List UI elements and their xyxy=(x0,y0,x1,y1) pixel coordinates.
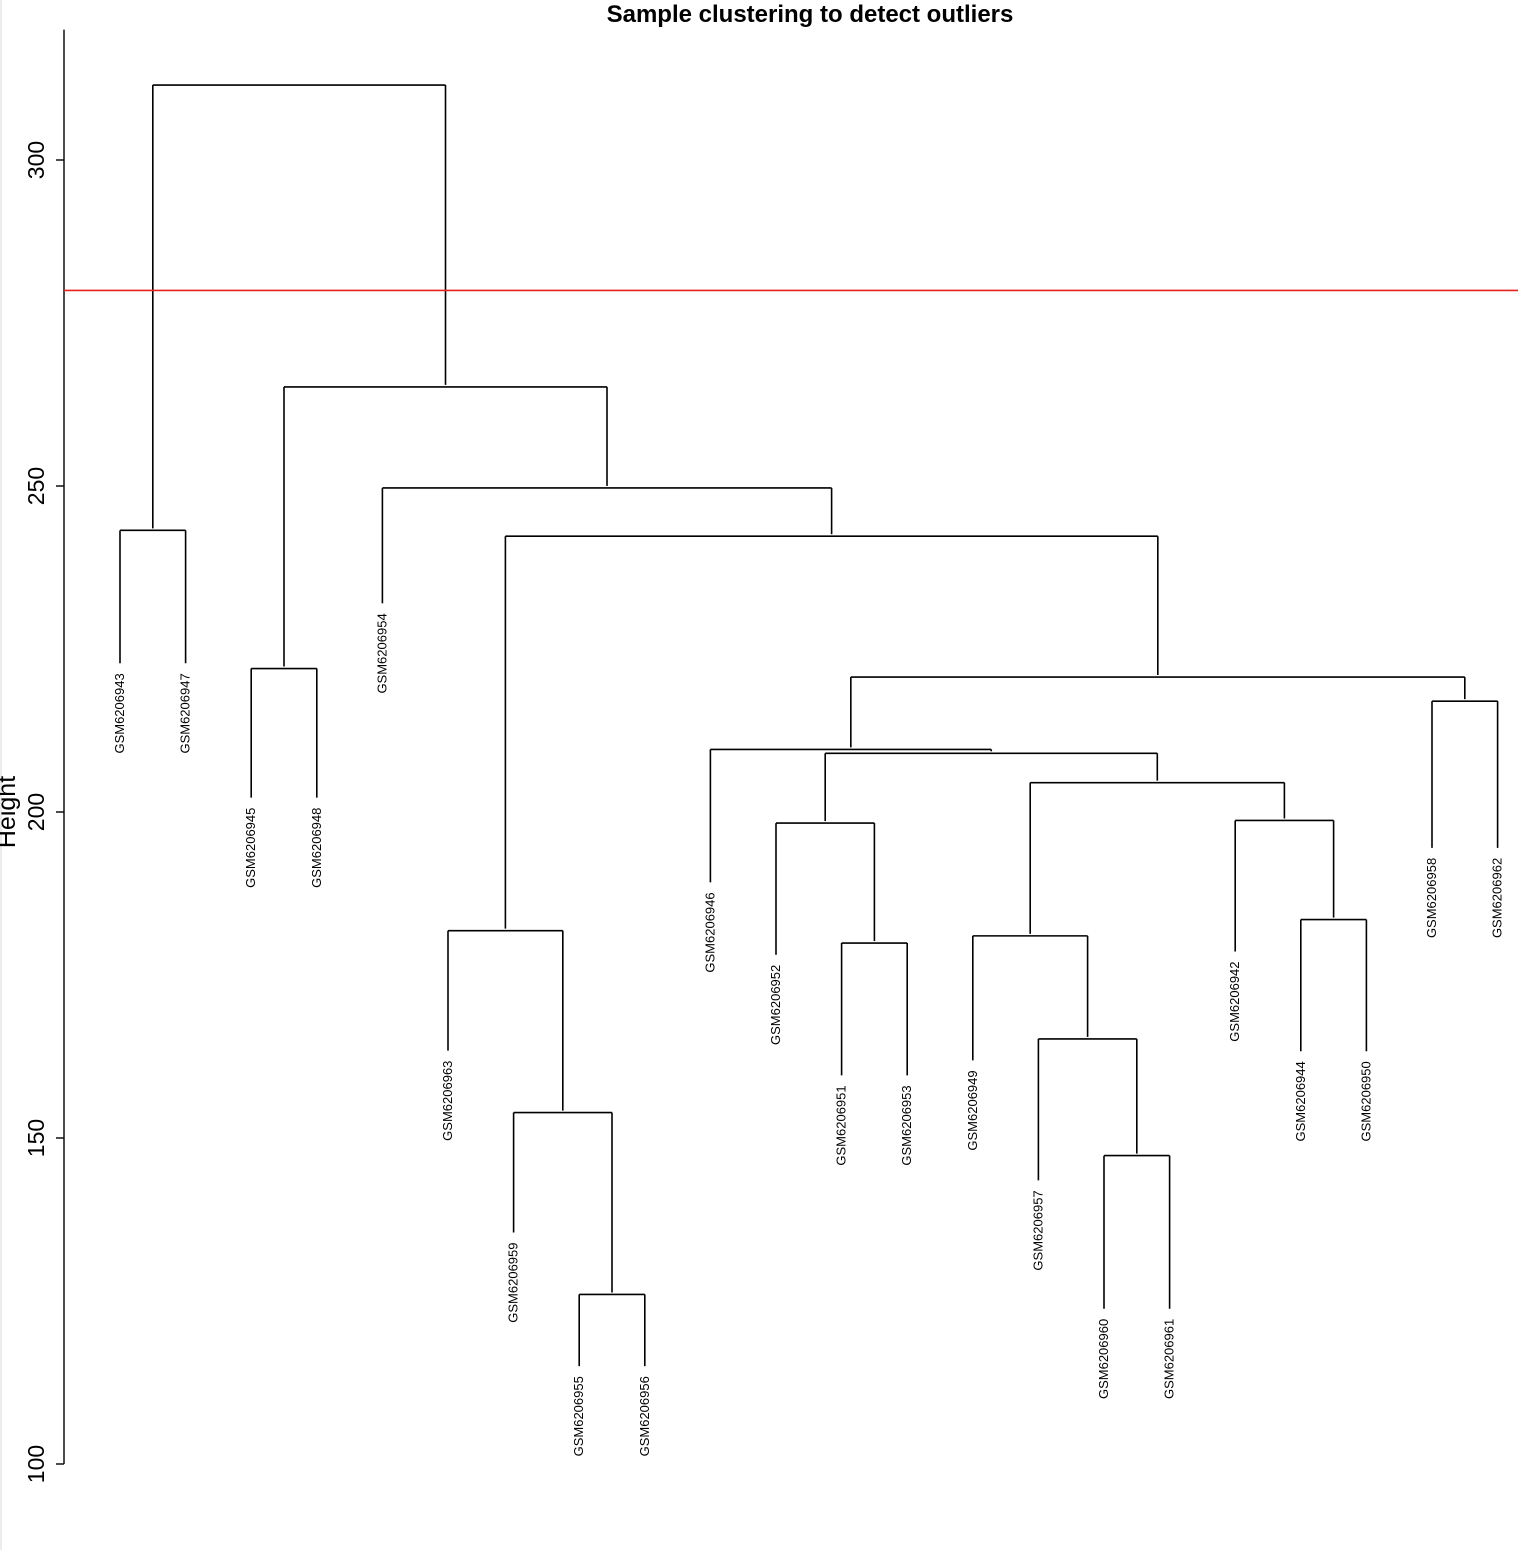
y-tick-label-100: 100 xyxy=(23,1445,49,1483)
leaf-label: GSM6206960 xyxy=(1096,1319,1111,1399)
y-tick-label-250: 250 xyxy=(23,467,49,505)
leaf-label: GSM6206958 xyxy=(1424,858,1439,938)
leaf-label: GSM6206959 xyxy=(506,1242,521,1322)
leaf-label: GSM6206952 xyxy=(768,965,783,1045)
dendrogram-branches xyxy=(119,84,1499,1367)
leaf-label: GSM6206943 xyxy=(112,673,127,753)
leaf-label: GSM6206953 xyxy=(899,1085,914,1165)
leaf-label: GSM6206949 xyxy=(965,1070,980,1150)
y-axis-ticks: 100 150 200 250 300 xyxy=(23,141,64,1483)
chart-title: Sample clustering to detect outliers xyxy=(607,1,1014,28)
leaf-label: GSM6206945 xyxy=(243,808,258,888)
leaf-label: GSM6206962 xyxy=(1490,858,1505,938)
leaf-label: GSM6206944 xyxy=(1293,1061,1308,1141)
y-tick-label-150: 150 xyxy=(23,1119,49,1157)
leaf-label: GSM6206946 xyxy=(702,892,717,972)
leaf-label: GSM6206963 xyxy=(440,1061,455,1141)
y-tick-label-300: 300 xyxy=(23,141,49,179)
leaf-label: GSM6206951 xyxy=(834,1085,849,1165)
y-tick-label-200: 200 xyxy=(23,793,49,831)
leaf-label: GSM6206955 xyxy=(571,1376,586,1456)
y-axis-label: Height xyxy=(0,776,21,848)
leaf-label: GSM6206957 xyxy=(1030,1190,1045,1270)
leaf-label: GSM6206947 xyxy=(178,673,193,753)
leaf-label: GSM6206961 xyxy=(1162,1319,1177,1399)
leaf-label: GSM6206950 xyxy=(1358,1061,1373,1141)
leaf-label: GSM6206956 xyxy=(637,1376,652,1456)
leaf-label: GSM6206942 xyxy=(1227,961,1242,1041)
leaf-label: GSM6206954 xyxy=(374,613,389,693)
leaf-label: GSM6206948 xyxy=(309,808,324,888)
leaf-labels: GSM6206943 GSM6206947 GSM6206945 GSM6206948… xyxy=(112,613,1505,1456)
